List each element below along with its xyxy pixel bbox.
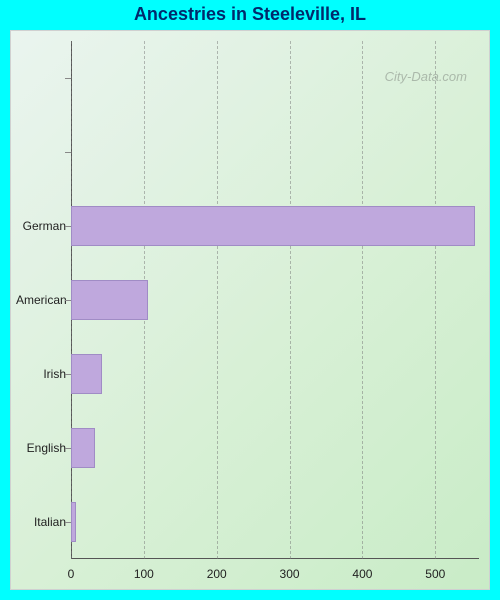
y-tick bbox=[65, 78, 71, 79]
y-tick bbox=[65, 448, 71, 449]
grid-line bbox=[217, 41, 218, 559]
y-label-american: American bbox=[16, 293, 66, 307]
bar-german bbox=[71, 206, 475, 247]
y-tick bbox=[65, 226, 71, 227]
y-tick bbox=[65, 374, 71, 375]
x-tick-label: 500 bbox=[425, 567, 445, 581]
bar-english bbox=[71, 428, 95, 469]
y-tick bbox=[65, 300, 71, 301]
bar-irish bbox=[71, 354, 102, 395]
y-tick bbox=[65, 522, 71, 523]
x-tick-label: 100 bbox=[134, 567, 154, 581]
grid-line bbox=[362, 41, 363, 559]
y-label-italian: Italian bbox=[16, 515, 66, 529]
x-tick-label: 0 bbox=[68, 567, 75, 581]
x-tick-label: 400 bbox=[352, 567, 372, 581]
x-tick-label: 300 bbox=[280, 567, 300, 581]
chart-area: City-Data.com 0100200300400500GermanAmer… bbox=[10, 30, 490, 590]
y-label-english: English bbox=[16, 441, 66, 455]
chart-title: Ancestries in Steeleville, IL bbox=[0, 4, 500, 25]
grid-line bbox=[435, 41, 436, 559]
x-axis bbox=[71, 558, 479, 559]
x-tick-label: 200 bbox=[207, 567, 227, 581]
y-label-german: German bbox=[16, 219, 66, 233]
grid-line bbox=[290, 41, 291, 559]
y-tick bbox=[65, 152, 71, 153]
bar-american bbox=[71, 280, 148, 321]
bar-italian bbox=[71, 502, 76, 543]
plot-region: 0100200300400500GermanAmericanIrishEngli… bbox=[71, 41, 479, 559]
y-label-irish: Irish bbox=[16, 367, 66, 381]
